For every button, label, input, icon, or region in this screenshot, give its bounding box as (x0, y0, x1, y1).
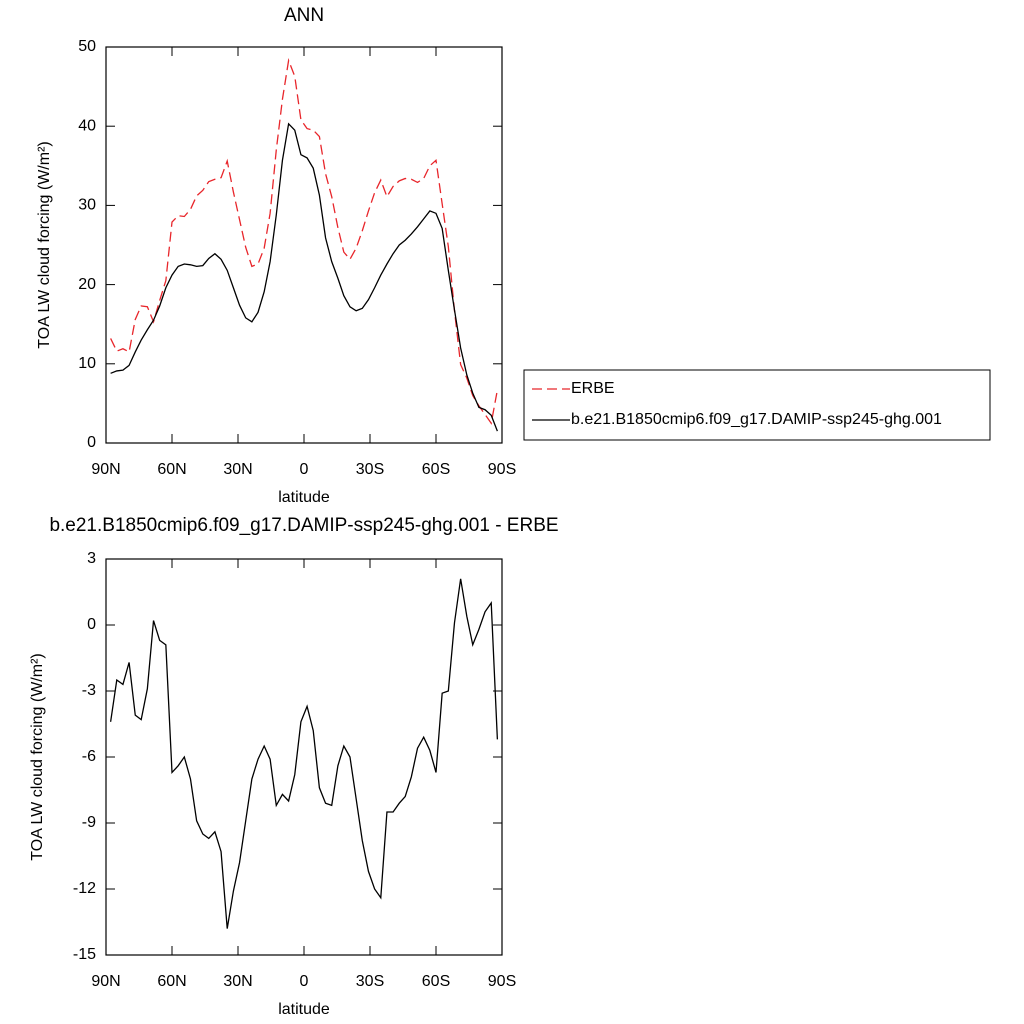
plot-frame (105, 558, 503, 956)
x-tick-label: 60S (422, 461, 450, 478)
y-axis-label: TOA LW cloud forcing (W/m²) (29, 653, 46, 860)
y-tick-label: 50 (78, 38, 96, 55)
y-tick-label: 40 (78, 117, 96, 134)
data-line (110, 122, 498, 432)
y-tick-label: 0 (87, 616, 96, 633)
x-tick-label: 60N (157, 973, 186, 990)
y-tick-label: -3 (82, 682, 96, 699)
x-tick-label: 30N (223, 973, 252, 990)
x-tick-label: 90S (488, 973, 516, 990)
data-line (109, 578, 499, 929)
x-tick-label: 30N (223, 461, 252, 478)
legend-label: ERBE (571, 380, 615, 397)
legend-box (523, 369, 991, 441)
y-tick-label: 0 (87, 434, 96, 451)
plot-frame (105, 46, 503, 444)
x-tick-label: 30S (356, 973, 384, 990)
chart-title: b.e21.B1850cmip6.f09_g17.DAMIP-ssp245-gh… (49, 515, 558, 536)
x-tick-label: 90N (91, 973, 120, 990)
x-axis-label: latitude (278, 1001, 330, 1018)
y-tick-label: 30 (78, 197, 96, 214)
y-tick-label: -12 (73, 880, 96, 897)
x-tick-label: 60S (422, 973, 450, 990)
x-axis-label: latitude (278, 489, 330, 506)
x-tick-label: 60N (157, 461, 186, 478)
chart-title: ANN (284, 5, 324, 26)
x-tick-label: 30S (356, 461, 384, 478)
y-tick-label: 3 (87, 550, 96, 567)
x-tick-label: 90S (488, 461, 516, 478)
y-tick-label: -15 (73, 946, 96, 963)
x-tick-label: 90N (91, 461, 120, 478)
x-tick-label: 0 (300, 973, 309, 990)
y-tick-label: 10 (78, 355, 96, 372)
legend-label: b.e21.B1850cmip6.f09_g17.DAMIP-ssp245-gh… (571, 411, 942, 428)
data-line (110, 57, 499, 425)
y-tick-label: -6 (82, 748, 96, 765)
y-tick-label: -9 (82, 814, 96, 831)
y-axis-label: TOA LW cloud forcing (W/m²) (36, 141, 53, 348)
y-tick-label: 20 (78, 276, 96, 293)
x-tick-label: 0 (300, 461, 309, 478)
